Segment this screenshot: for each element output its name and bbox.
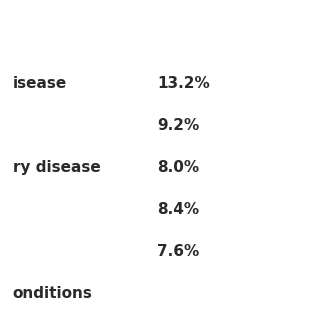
Text: Condition: Condition xyxy=(13,24,92,38)
Text: 7.6%: 7.6% xyxy=(158,244,200,259)
Text: 8.4%: 8.4% xyxy=(158,202,200,217)
Text: 9.2%: 9.2% xyxy=(158,118,200,133)
Text: 13.2%: 13.2% xyxy=(158,76,210,91)
Text: Death rate
confirmed cases: Death rate confirmed cases xyxy=(158,15,292,47)
Text: ry disease: ry disease xyxy=(13,160,100,175)
Text: isease: isease xyxy=(13,76,67,91)
Text: 8.0%: 8.0% xyxy=(158,160,200,175)
Text: onditions: onditions xyxy=(13,286,93,301)
